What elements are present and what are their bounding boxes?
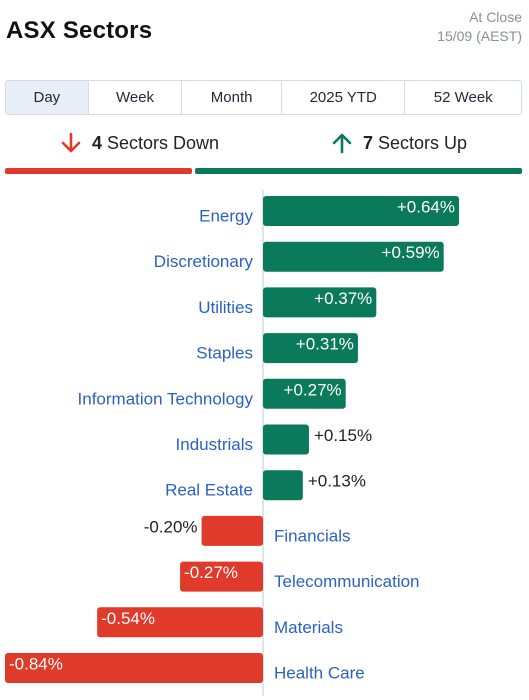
arrow-down-icon xyxy=(61,132,81,153)
bar-row-industrials: +0.15% Industrials xyxy=(176,424,372,455)
value-label-health-care: -0.84% xyxy=(9,654,63,673)
category-label-materials[interactable]: Materials xyxy=(274,618,343,637)
bar-row-information-technology: +0.27% Information Technology xyxy=(78,378,346,409)
bar-row-health-care: -0.84% Health Care xyxy=(5,653,365,683)
category-label-telecommunication[interactable]: Telecommunication xyxy=(274,572,420,591)
value-label-utilities: +0.37% xyxy=(314,289,372,308)
tab-week[interactable]: Week xyxy=(89,81,183,114)
category-label-real-estate[interactable]: Real Estate xyxy=(165,481,253,500)
category-label-utilities[interactable]: Utilities xyxy=(198,298,253,317)
value-label-real-estate: +0.13% xyxy=(308,472,366,491)
value-label-telecommunication: -0.27% xyxy=(184,563,238,582)
arrow-up-icon xyxy=(332,133,352,154)
value-label-industrials: +0.15% xyxy=(314,426,372,445)
period-tabs: Day Week Month 2025 YTD 52 Week xyxy=(5,80,522,115)
bar-row-materials: -0.54% Materials xyxy=(97,607,343,638)
bar-row-financials: -0.20% Financials xyxy=(144,515,351,546)
bar-health-care xyxy=(5,653,263,683)
market-status: At Close 15/09 (AEST) xyxy=(437,8,522,46)
tab-month[interactable]: Month xyxy=(182,81,282,114)
category-label-information-technology[interactable]: Information Technology xyxy=(78,389,254,408)
category-label-discretionary[interactable]: Discretionary xyxy=(154,252,254,271)
bar-financials xyxy=(201,515,263,546)
page-title: ASX Sectors xyxy=(6,17,153,44)
sectors-up-count: 7 xyxy=(363,132,374,153)
category-label-energy[interactable]: Energy xyxy=(199,206,253,225)
category-label-financials[interactable]: Financials xyxy=(274,526,351,545)
sector-bar-chart: +0.64% Energy +0.59% Discretionary +0.37% Uti… xyxy=(5,190,459,696)
bar-real-estate xyxy=(263,470,303,501)
bar-energy xyxy=(263,196,459,226)
sectors-down-summary: 4 Sectors Down xyxy=(60,128,219,158)
value-label-staples: +0.31% xyxy=(296,335,354,354)
bar-row-telecommunication: -0.27% Telecommunication xyxy=(180,561,420,592)
category-label-industrials[interactable]: Industrials xyxy=(176,435,253,454)
market-status-date: 15/09 (AEST) xyxy=(437,28,522,44)
bar-discretionary xyxy=(263,241,444,272)
bar-utilities xyxy=(263,287,377,318)
bar-row-energy: +0.64% Energy xyxy=(199,196,459,226)
sectors-down-label: Sectors Down xyxy=(107,132,220,153)
bar-staples xyxy=(263,333,358,364)
bar-row-discretionary: +0.59% Discretionary xyxy=(154,241,444,272)
category-label-health-care[interactable]: Health Care xyxy=(274,663,365,682)
bar-telecommunication xyxy=(180,561,263,592)
bar-materials xyxy=(97,607,264,638)
tab-day[interactable]: Day xyxy=(6,81,89,114)
sector-summary: 4 Sectors Down 7 Sectors Up xyxy=(5,128,522,174)
sectors-down-bar xyxy=(5,168,192,174)
bar-information-technology xyxy=(263,378,346,409)
header: ASX Sectors At Close 15/09 (AEST) xyxy=(0,0,529,60)
value-label-information-technology: +0.27% xyxy=(284,380,342,399)
value-label-energy: +0.64% xyxy=(397,197,455,216)
sectors-up-label: Sectors Up xyxy=(378,132,468,153)
market-status-label: At Close xyxy=(469,9,522,25)
bar-industrials xyxy=(263,424,309,455)
bar-row-real-estate: +0.13% Real Estate xyxy=(165,470,366,501)
value-label-materials: -0.54% xyxy=(101,609,155,628)
value-label-financials: -0.20% xyxy=(144,517,198,536)
tab-2025-ytd[interactable]: 2025 YTD xyxy=(282,81,406,114)
bar-row-utilities: +0.37% Utilities xyxy=(198,287,377,318)
sectors-up-bar xyxy=(195,168,522,174)
bar-row-staples: +0.31% Staples xyxy=(196,333,358,364)
category-label-staples[interactable]: Staples xyxy=(196,344,253,363)
sectors-up-summary: 7 Sectors Up xyxy=(331,128,467,158)
value-label-discretionary: +0.59% xyxy=(382,243,440,262)
sectors-down-count: 4 xyxy=(92,132,103,153)
tab-52-week[interactable]: 52 Week xyxy=(433,89,493,106)
